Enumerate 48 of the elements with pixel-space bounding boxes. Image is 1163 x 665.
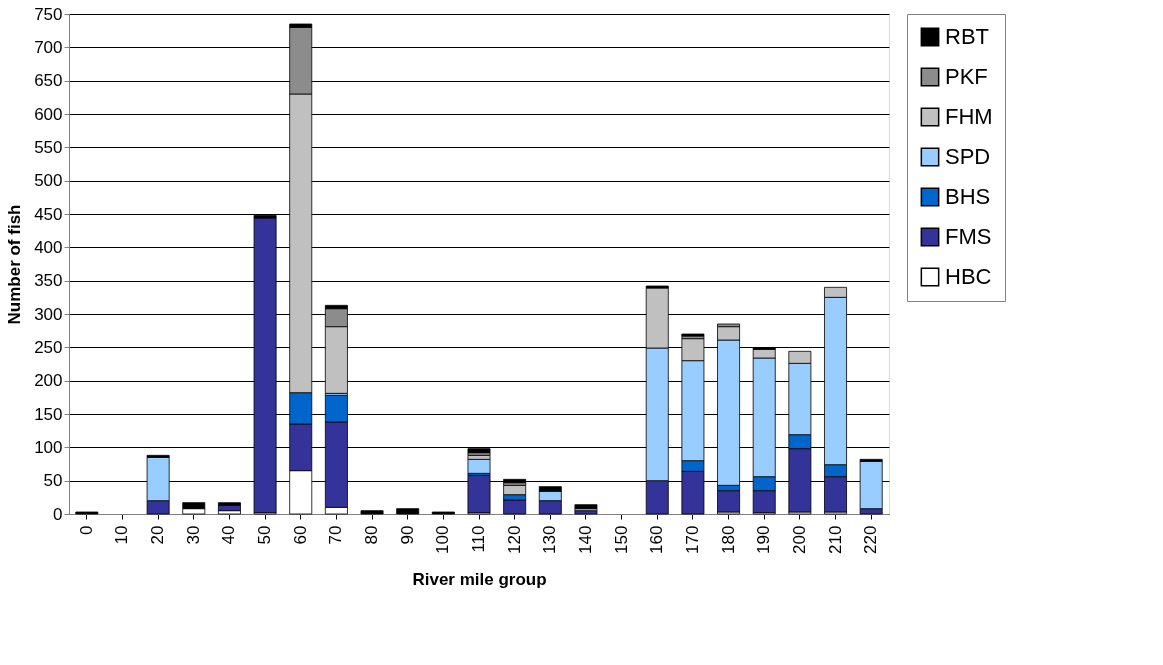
y-tick-label: 300 xyxy=(34,304,63,324)
legend-label: HBC xyxy=(945,264,992,289)
x-tick-label: 10 xyxy=(112,525,132,545)
x-axis-title: River mile group xyxy=(412,569,547,589)
y-tick-label: 700 xyxy=(34,37,63,57)
legend-label: BHS xyxy=(945,184,991,209)
legend-label: SPD xyxy=(945,144,991,169)
y-tick-label: 650 xyxy=(34,71,63,91)
y-tick-label: 150 xyxy=(34,404,63,424)
x-tick-label: 180 xyxy=(718,525,738,554)
y-tick-label: 250 xyxy=(34,337,63,357)
legend-label: PKF xyxy=(945,64,988,89)
x-tick-label: 80 xyxy=(362,525,382,545)
x-tick-label: 190 xyxy=(754,525,774,554)
legend-label: FMS xyxy=(945,224,992,249)
y-tick-label: 400 xyxy=(34,237,63,257)
x-tick-label: 0 xyxy=(76,525,96,535)
x-tick-label: 30 xyxy=(183,525,203,545)
x-tick-label: 40 xyxy=(219,525,239,545)
y-tick-label: 550 xyxy=(34,137,63,157)
y-tick-label: 600 xyxy=(34,104,63,124)
x-tick-label: 60 xyxy=(290,525,310,545)
y-tick-label: 750 xyxy=(34,4,63,24)
x-tick-label: 70 xyxy=(326,525,346,545)
y-tick-label: 100 xyxy=(34,437,63,457)
x-tick-label: 140 xyxy=(575,525,595,554)
y-tick-label: 50 xyxy=(43,471,63,491)
y-axis-title: Number of fish xyxy=(5,204,25,325)
x-tick-label: 150 xyxy=(611,525,631,554)
y-tick-label: 200 xyxy=(34,371,63,391)
x-tick-label: 160 xyxy=(647,525,667,554)
x-tick-label: 200 xyxy=(789,525,809,554)
x-tick-label: 110 xyxy=(469,525,488,553)
x-tick-label: 90 xyxy=(397,525,417,545)
x-tick-label: 120 xyxy=(504,525,524,554)
x-tick-label: 210 xyxy=(825,525,845,554)
legend-label: FHM xyxy=(945,104,993,129)
y-tick-label: 450 xyxy=(34,204,63,224)
x-tick-label: 170 xyxy=(682,525,702,554)
x-tick-label: 220 xyxy=(861,525,881,554)
x-tick-label: 130 xyxy=(540,525,560,554)
legend-label: RBT xyxy=(945,24,989,49)
x-tick-label: 20 xyxy=(148,525,168,545)
y-tick-label: 500 xyxy=(34,171,63,191)
y-tick-label: 350 xyxy=(34,271,63,291)
x-tick-label: 100 xyxy=(433,525,453,554)
x-tick-label: 50 xyxy=(255,525,275,545)
y-tick-label: 0 xyxy=(53,504,63,524)
